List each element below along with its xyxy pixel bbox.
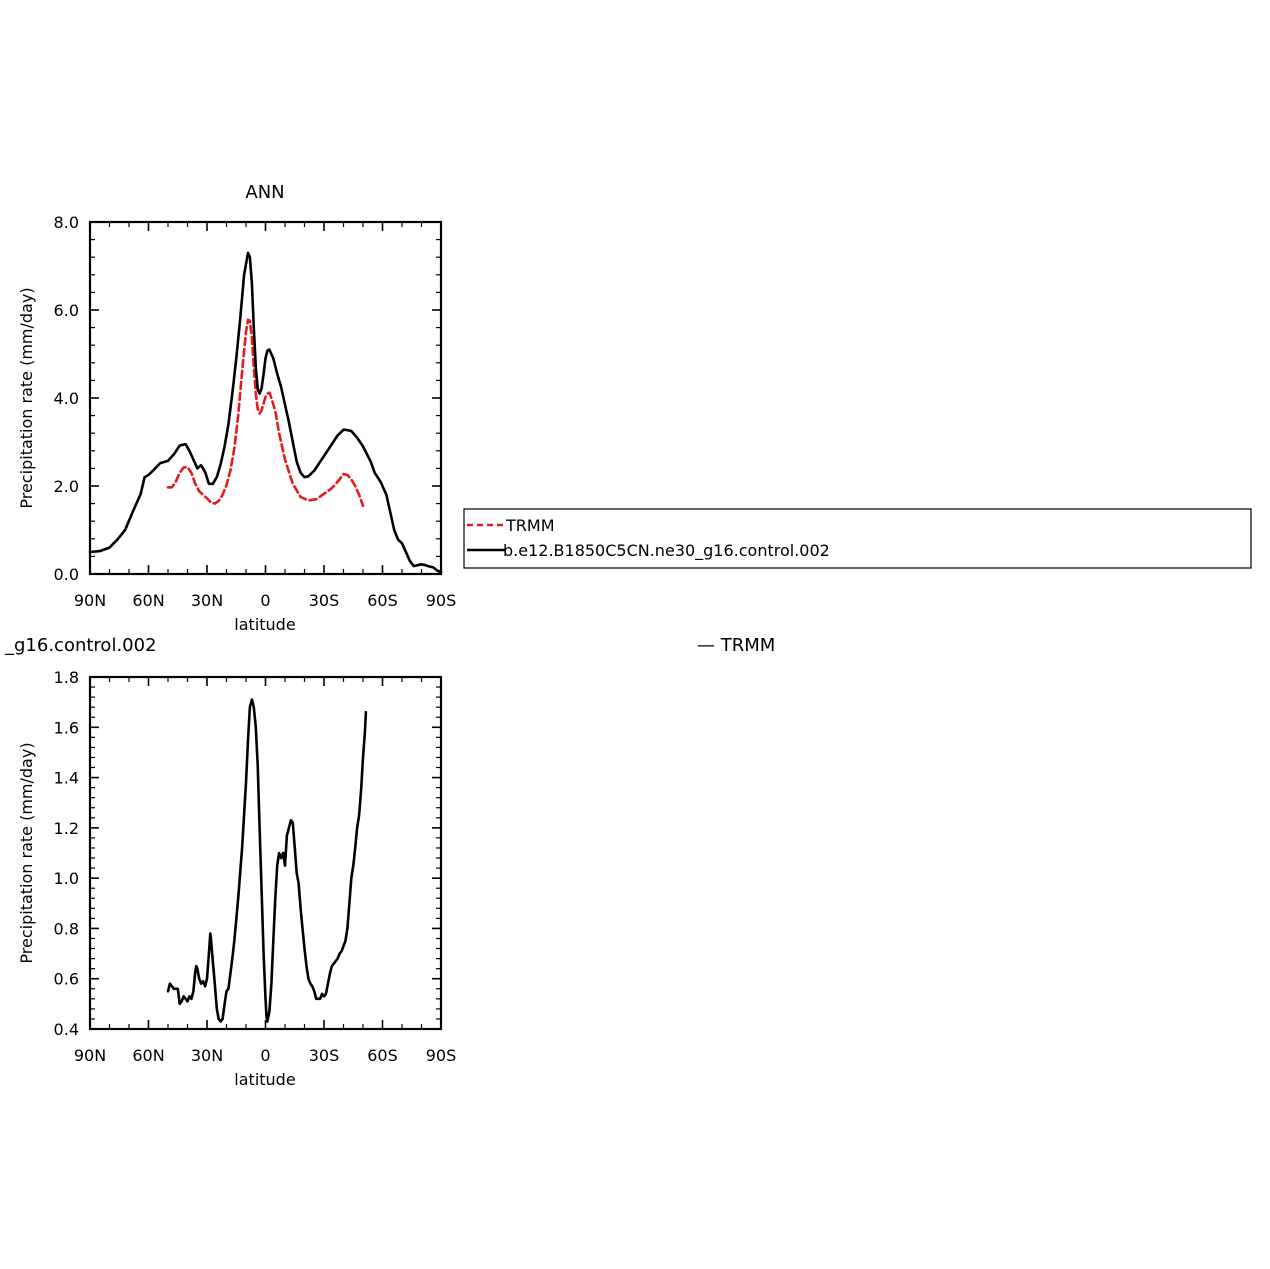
- bottom-x-axis-label: latitude: [234, 1070, 295, 1089]
- legend: TRMM b.e12.B1850C5CN.ne30_g16.control.00…: [463, 508, 1252, 569]
- bottom-plot-area: 90N 60N 30N 0 30S 60S 90S 0.4 0.6 0.8 1.0 1.2 1.4 1.6…: [54, 668, 457, 1065]
- bottom-plot-frame: [88, 675, 443, 1031]
- bottom-y-tick-label: 1.6: [54, 718, 79, 737]
- bottom-x-tick-label: 0: [260, 1046, 270, 1065]
- bottom-y-tick-label: 0.4: [54, 1020, 79, 1039]
- bottom-y-axis-label: Precipitation rate (mm/day): [17, 742, 36, 963]
- legend-label-trmm: TRMM: [505, 516, 555, 535]
- bottom-series-line-0: [166, 698, 368, 1023]
- top-y-tick-label: 2.0: [54, 477, 79, 496]
- top-chart: ANN 90N 60N 30N 0 30S 60S 90S 0.0 2.0 4.0 6.0 8.0 l…: [17, 182, 456, 634]
- legend-box: [463, 508, 1252, 569]
- legend-label-model: b.e12.B1850C5CN.ne30_g16.control.002: [503, 541, 830, 561]
- bottom-y-tick-label: 1.4: [54, 769, 79, 788]
- bottom-y-tick-label: 1.2: [54, 819, 79, 838]
- top-x-tick-label: 60S: [367, 591, 398, 610]
- top-chart-title: ANN: [245, 182, 284, 203]
- top-y-tick-label: 6.0: [54, 301, 79, 320]
- bottom-y-tick-label: 1.0: [54, 869, 79, 888]
- top-x-tick-label: 60N: [132, 591, 164, 610]
- top-x-tick-label: 30N: [191, 591, 223, 610]
- bottom-chart-title: _g16.control.002: [4, 635, 157, 656]
- bottom-chart-title-right: — TRMM: [697, 635, 775, 656]
- top-y-tick-label: 4.0: [54, 389, 79, 408]
- top-series-line-0: [166, 318, 365, 508]
- top-x-axis-label: latitude: [234, 615, 295, 634]
- top-plot-frame: [88, 220, 443, 576]
- bottom-x-tick-label: 60S: [367, 1046, 398, 1065]
- top-y-tick-label: 0.0: [54, 565, 79, 584]
- bottom-x-tick-label: 90N: [74, 1046, 106, 1065]
- top-x-tick-label: 30S: [309, 591, 340, 610]
- top-plot-area: 90N 60N 30N 0 30S 60S 90S 0.0 2.0 4.0 6.0 8.0: [54, 213, 457, 610]
- top-y-axis-label: Precipitation rate (mm/day): [17, 287, 36, 508]
- bottom-x-tick-label: 60N: [132, 1046, 164, 1065]
- bottom-chart: _g16.control.002 — TRMM 90N 60N 30N 0 30S 60S…: [4, 635, 775, 1089]
- bottom-y-tick-label: 0.8: [54, 919, 79, 938]
- top-x-tick-label: 90S: [426, 591, 457, 610]
- bottom-x-tick-label: 90S: [426, 1046, 457, 1065]
- top-x-tick-label: 90N: [74, 591, 106, 610]
- bottom-x-tick-label: 30S: [309, 1046, 340, 1065]
- top-x-tick-label: 0: [260, 591, 270, 610]
- top-y-tick-label: 8.0: [54, 213, 79, 232]
- top-series-line-1: [88, 251, 443, 574]
- bottom-x-tick-label: 30N: [191, 1046, 223, 1065]
- bottom-y-tick-label: 1.8: [54, 668, 79, 687]
- bottom-y-tick-label: 0.6: [54, 970, 79, 989]
